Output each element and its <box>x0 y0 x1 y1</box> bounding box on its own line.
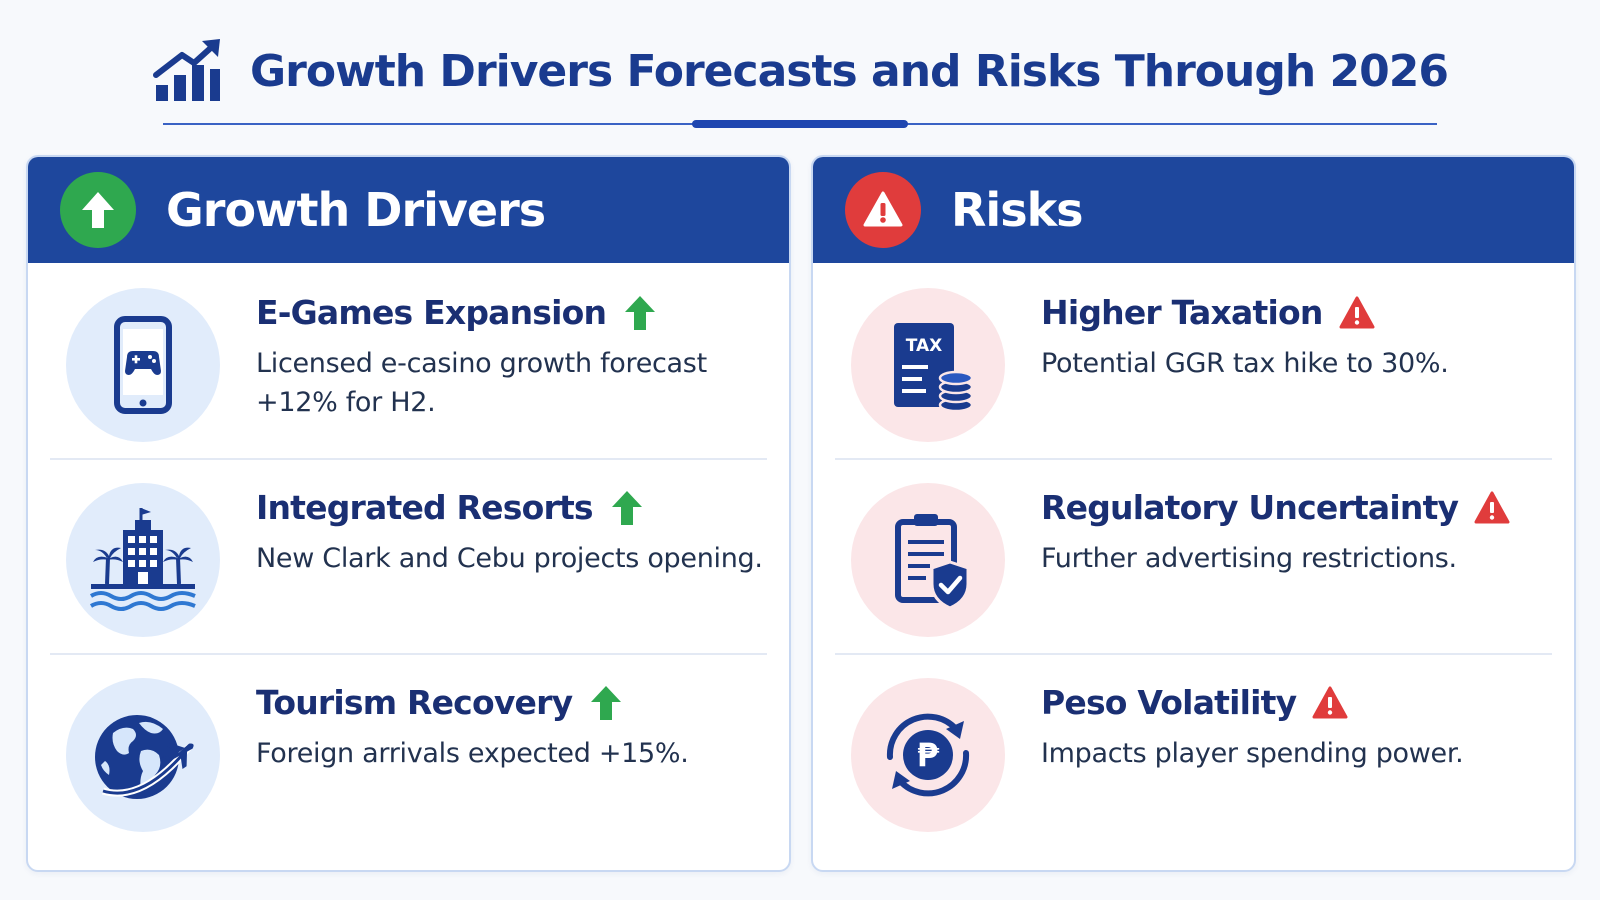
growth-item-title-row: Integrated Resorts <box>256 488 765 527</box>
peso-label: ₱ <box>917 736 940 774</box>
title-row: Growth Drivers Forecasts and Risks Throu… <box>0 32 1600 110</box>
warning-icon <box>845 172 921 248</box>
growth-item-integrated-resorts: Integrated Resorts New Clark and Cebu pr… <box>28 458 789 656</box>
resort-building-icon <box>66 483 220 637</box>
risks-panel: Risks TAX Higher Taxation <box>811 155 1576 872</box>
risks-header: Risks <box>813 157 1574 263</box>
growth-item-text: Integrated Resorts New Clark and Cebu pr… <box>256 488 765 578</box>
title-accent-bar <box>692 120 908 128</box>
globe-airplane-icon <box>66 678 220 832</box>
risks-title: Risks <box>951 183 1084 237</box>
growth-item-text: E-Games Expansion Licensed e-casino grow… <box>256 293 765 422</box>
growth-item-text: Tourism Recovery Foreign arrivals expect… <box>256 683 765 773</box>
mobile-gamepad-icon <box>66 288 220 442</box>
arrow-up-icon <box>60 172 136 248</box>
growth-item-description: Foreign arrivals expected +15%. <box>256 738 689 769</box>
risk-item-regulatory-uncertainty: Regulatory Uncertainty Further advertisi… <box>813 458 1574 656</box>
growth-item-title: Tourism Recovery <box>256 683 573 722</box>
growth-item-title-row: E-Games Expansion <box>256 293 765 332</box>
document-shield-icon <box>851 483 1005 637</box>
item-divider <box>835 458 1552 460</box>
risk-item-text: Regulatory Uncertainty Further advertisi… <box>1041 488 1550 578</box>
red-warning-icon <box>1339 296 1375 328</box>
growth-drivers-panel: Growth Drivers E-Games Expansion <box>26 155 791 872</box>
risk-item-peso-volatility: ₱ Peso Volatility Impacts player spendin… <box>813 653 1574 851</box>
risk-item-title: Regulatory Uncertainty <box>1041 488 1459 527</box>
risk-item-title-row: Higher Taxation <box>1041 293 1550 332</box>
red-warning-icon <box>1312 686 1348 718</box>
growth-drivers-title: Growth Drivers <box>166 183 546 237</box>
risk-item-title-row: Peso Volatility <box>1041 683 1550 722</box>
green-up-arrow-icon <box>611 490 642 525</box>
growth-item-description: Licensed e-casino growth forecast +12% f… <box>256 348 707 418</box>
green-up-arrow-icon <box>625 295 656 330</box>
page-header: Growth Drivers Forecasts and Risks Throu… <box>0 0 1600 140</box>
risk-item-description: Potential GGR tax hike to 30%. <box>1041 348 1449 379</box>
growth-item-title-row: Tourism Recovery <box>256 683 765 722</box>
risk-item-description: Further advertising restrictions. <box>1041 543 1457 574</box>
growth-item-title: Integrated Resorts <box>256 488 594 527</box>
risk-item-title: Higher Taxation <box>1041 293 1323 332</box>
tax-document-icon: TAX <box>851 288 1005 442</box>
risk-item-title-row: Regulatory Uncertainty <box>1041 488 1550 527</box>
growth-item-e-games: E-Games Expansion Licensed e-casino grow… <box>28 263 789 461</box>
item-divider <box>50 458 767 460</box>
risk-item-title: Peso Volatility <box>1041 683 1297 722</box>
growth-item-description: New Clark and Cebu projects opening. <box>256 543 763 574</box>
green-up-arrow-icon <box>591 685 622 720</box>
risk-item-text: Peso Volatility Impacts player spending … <box>1041 683 1550 773</box>
peso-exchange-icon: ₱ <box>851 678 1005 832</box>
page-title: Growth Drivers Forecasts and Risks Throu… <box>250 45 1449 97</box>
risk-item-description: Impacts player spending power. <box>1041 738 1464 769</box>
growth-item-title: E-Games Expansion <box>256 293 607 332</box>
growth-drivers-header: Growth Drivers <box>28 157 789 263</box>
red-warning-icon <box>1474 491 1510 523</box>
item-divider <box>50 653 767 655</box>
growth-item-tourism-recovery: Tourism Recovery Foreign arrivals expect… <box>28 653 789 851</box>
risk-item-higher-taxation: TAX Higher Taxation <box>813 263 1574 461</box>
tax-label: TAX <box>906 336 943 356</box>
item-divider <box>835 653 1552 655</box>
bar-chart-rising-icon <box>153 39 221 101</box>
risk-item-text: Higher Taxation Potential GGR tax hike t… <box>1041 293 1550 383</box>
